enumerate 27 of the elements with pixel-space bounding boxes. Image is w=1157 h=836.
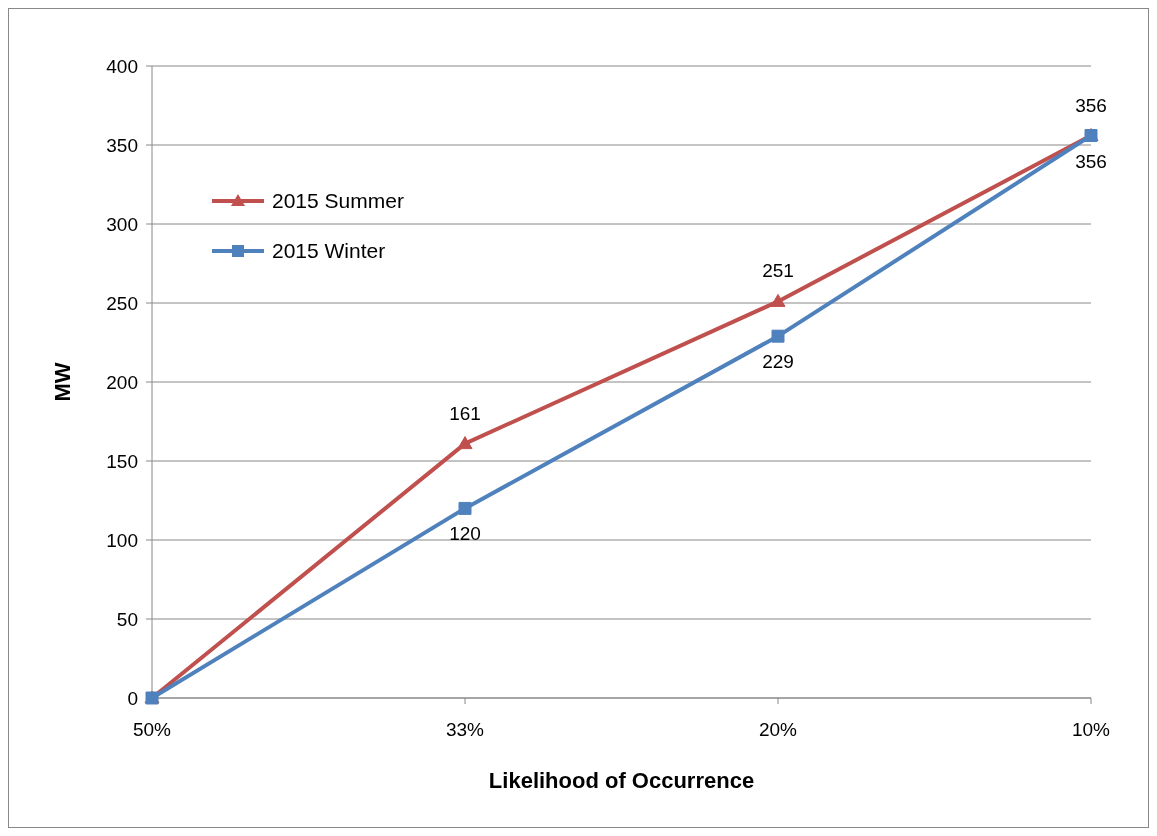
y-tick-label: 300 [106, 213, 138, 235]
data-label: 120 [449, 523, 481, 545]
x-tick-label: 10% [1071, 719, 1111, 740]
y-tick-label: 350 [106, 134, 138, 156]
y-tick-label: 150 [106, 450, 138, 472]
x-tick-label: 20% [758, 719, 798, 740]
point [770, 293, 786, 307]
x-axis-title: Likelihood of Occurrence [488, 768, 755, 793]
y-tick-label: 250 [106, 292, 138, 314]
y-tick-label: 50 [116, 608, 138, 630]
legend-label: 2015 Winter [272, 239, 386, 263]
x-tick-label: 50% [132, 719, 172, 740]
data-label: 161 [449, 402, 481, 424]
x-tick-label: 33% [445, 719, 485, 740]
data-label: 251 [762, 260, 794, 282]
data-label: 356 [1075, 150, 1107, 172]
point [458, 501, 472, 515]
y-tick-label: 0 [127, 687, 138, 709]
legend-label: 2015 Summer [272, 189, 404, 213]
y-tick-label: 400 [106, 55, 138, 77]
y-axis-title: MW [50, 362, 75, 402]
point [771, 329, 785, 343]
data-label: 356 [1075, 94, 1107, 116]
point [457, 436, 473, 450]
y-tick-label: 200 [106, 371, 138, 393]
y-tick-label: 100 [106, 529, 138, 551]
data-label: 229 [762, 351, 794, 373]
